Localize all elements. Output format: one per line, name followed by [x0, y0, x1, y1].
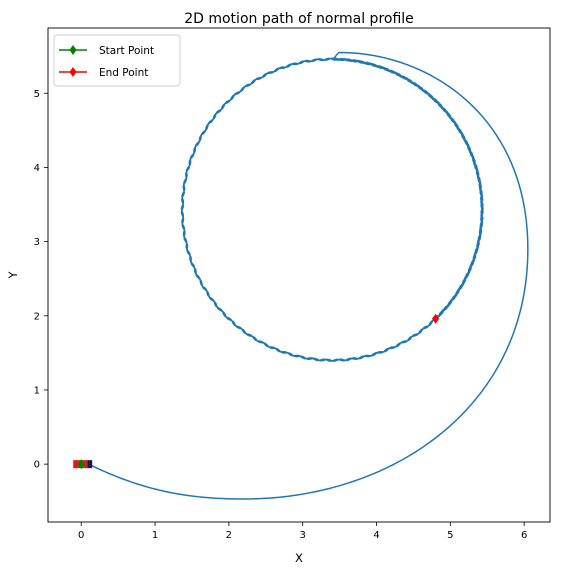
vehicle-front: [87, 460, 93, 469]
y-tick-label: 5: [34, 89, 40, 100]
axes-frame: [47, 27, 551, 523]
x-tick-label: 0: [78, 530, 84, 541]
x-axis-ticks: 0 1 2 3 4 5 6: [78, 522, 527, 541]
y-axis-title: Y: [6, 271, 20, 280]
y-tick-label: 1: [34, 386, 40, 397]
x-tick-label: 2: [226, 530, 232, 541]
x-tick-label: 1: [152, 530, 158, 541]
end-point-marker: [431, 313, 440, 324]
x-axis-title: X: [295, 551, 303, 565]
legend-frame: [53, 34, 181, 87]
chart-title: 2D motion path of normal profile: [184, 11, 414, 27]
x-tick-label: 3: [300, 530, 306, 541]
legend: Start Point End Point: [53, 34, 181, 87]
path-layer: [88, 51, 529, 500]
marker-layer: [73, 313, 440, 470]
legend-start-label: Start Point: [99, 45, 154, 57]
y-tick-label: 2: [34, 311, 40, 322]
legend-start-diamond-icon: [69, 45, 77, 55]
plot-area: [47, 27, 551, 523]
legend-end-diamond-icon: [69, 67, 77, 77]
path-line: [88, 51, 529, 500]
x-tick-label: 4: [373, 530, 379, 541]
y-tick-label: 4: [34, 163, 40, 174]
x-tick-label: 5: [447, 530, 453, 541]
start-point-marker: [77, 459, 85, 470]
y-tick-label: 0: [34, 460, 40, 471]
x-tick-label: 6: [521, 530, 527, 541]
y-axis-ticks: 0 1 2 3 4 5: [34, 89, 48, 471]
legend-end-label: End Point: [99, 67, 148, 79]
y-tick-label: 3: [34, 237, 40, 248]
